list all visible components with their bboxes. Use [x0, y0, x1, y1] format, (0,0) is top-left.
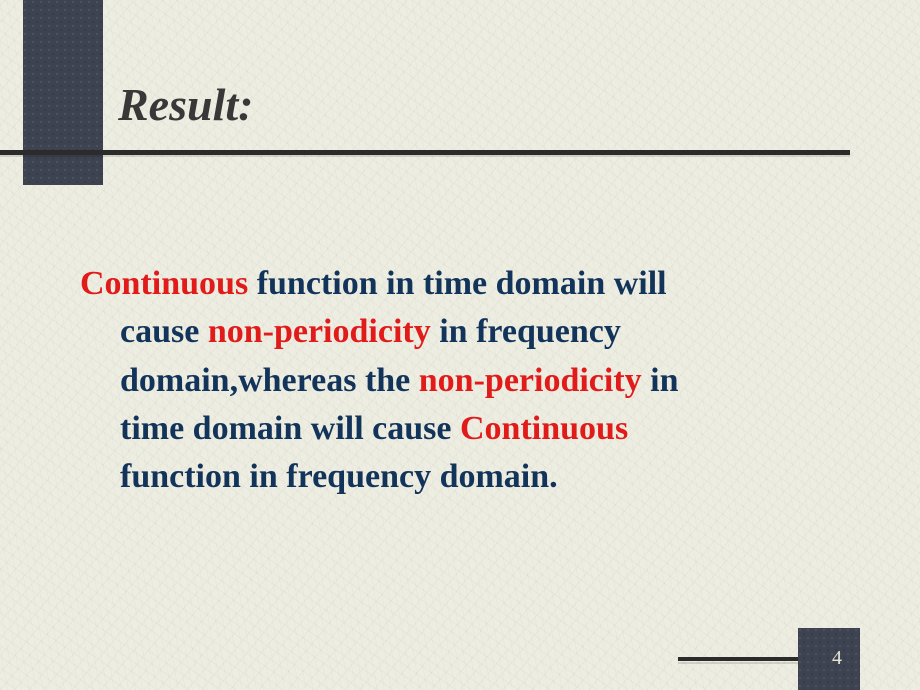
body-text: function in time domain will	[248, 265, 666, 302]
highlight-nonperiodicity-1: non-periodicity	[208, 313, 431, 350]
slide-title: Result:	[118, 78, 253, 131]
accent-block-top	[23, 0, 103, 185]
accent-block-bottom	[798, 628, 860, 690]
highlight-continuous-1: Continuous	[80, 265, 248, 302]
body-text: time domain will cause	[120, 410, 460, 447]
page-number: 4	[832, 647, 842, 670]
body-text: in	[642, 362, 679, 399]
body-text: domain,whereas the	[120, 362, 419, 399]
body-text: cause	[120, 313, 208, 350]
highlight-continuous-2: Continuous	[460, 410, 628, 447]
footer-rule-shadow	[678, 662, 798, 664]
body-text: function in frequency domain.	[120, 458, 558, 495]
footer-rule	[678, 657, 798, 661]
body-text: in frequency	[431, 313, 621, 350]
highlight-nonperiodicity-2: non-periodicity	[419, 362, 642, 399]
slide-body: Continuous function in time domain will …	[80, 260, 840, 501]
title-rule-shadow	[0, 155, 850, 157]
